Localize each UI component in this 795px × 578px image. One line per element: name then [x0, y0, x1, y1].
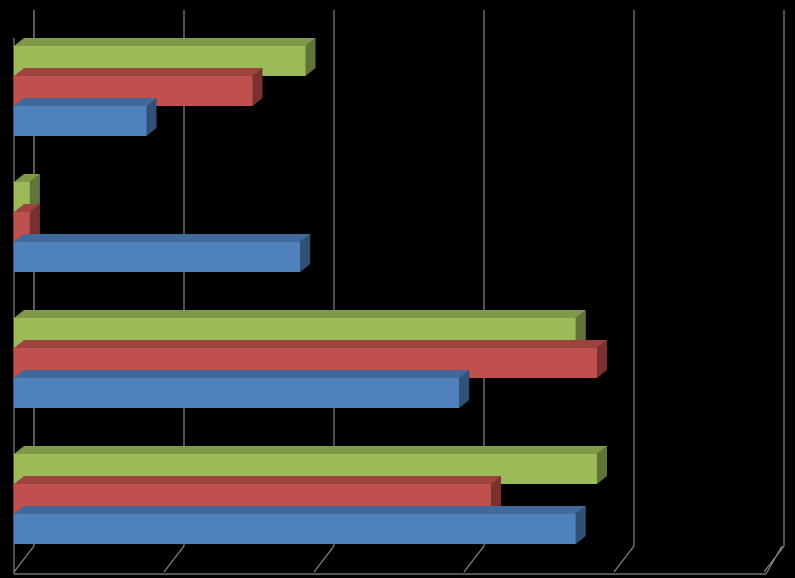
bar-side	[597, 340, 607, 378]
bar-side	[597, 446, 607, 484]
bar-side	[575, 506, 586, 544]
bar-side	[459, 370, 470, 408]
bar-top	[14, 68, 263, 76]
bar-front	[14, 378, 460, 408]
bar-front	[14, 514, 576, 544]
bar-side	[29, 174, 40, 212]
bar-side	[491, 476, 501, 514]
bar-top	[14, 446, 607, 454]
gridline-floor	[163, 545, 185, 573]
bar-top	[14, 340, 607, 348]
bar-top	[14, 310, 586, 318]
bar-top	[14, 370, 470, 378]
bar-series-1-category-2	[14, 370, 470, 408]
bar-side	[300, 234, 311, 272]
bar-top	[14, 174, 40, 182]
bar-side	[575, 310, 586, 348]
bar-side	[29, 204, 40, 242]
bar-side	[252, 68, 263, 106]
bar-front	[14, 106, 147, 136]
gridline-floor	[313, 545, 335, 573]
bar-side	[305, 38, 316, 76]
bar-top	[14, 98, 157, 106]
bar-series-1-category-3	[14, 234, 311, 272]
bar-series-1-category-1	[14, 506, 586, 544]
bar-top	[14, 38, 316, 46]
bar-top	[14, 204, 40, 212]
bar-front	[14, 242, 301, 272]
chart-bars	[14, 38, 607, 544]
bar-side	[146, 98, 157, 136]
gridline-floor	[463, 545, 485, 573]
bar-series-1-category-4	[14, 98, 157, 136]
gridline-floor	[13, 545, 35, 573]
gridline-floor	[613, 545, 635, 573]
bar-top	[14, 506, 586, 514]
floor-edge	[765, 545, 783, 575]
bar-top	[14, 234, 311, 242]
bar-top	[14, 476, 501, 484]
